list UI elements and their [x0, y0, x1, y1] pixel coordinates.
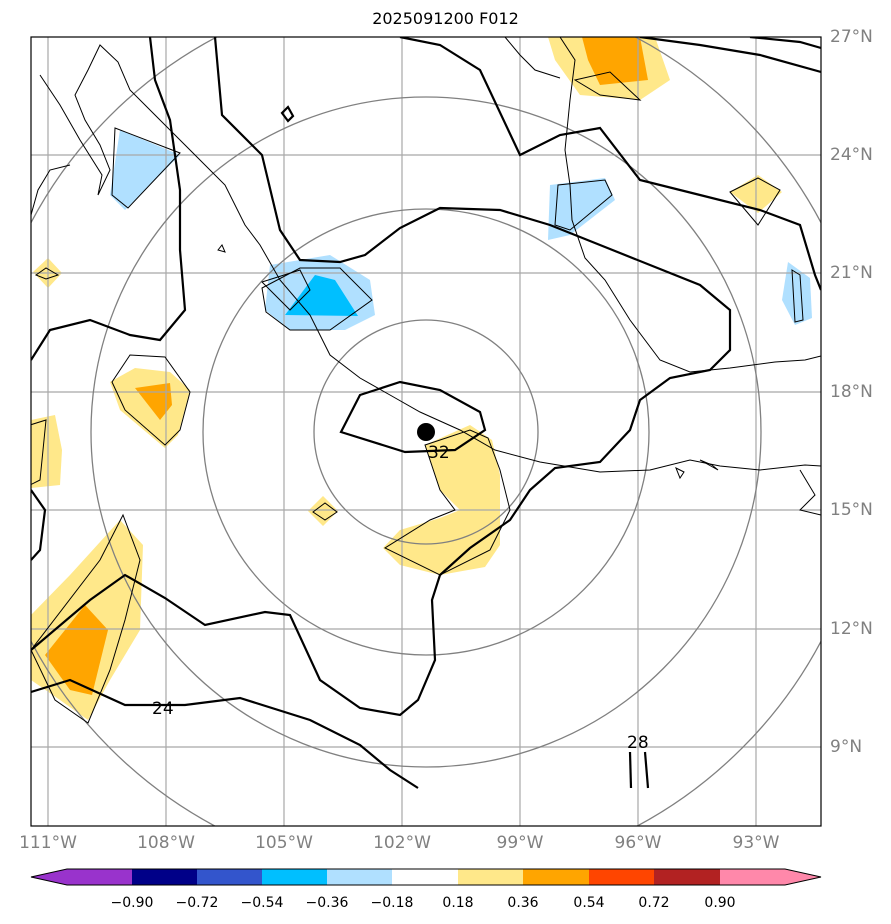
contour-label: 24 [152, 699, 174, 719]
neg-anomaly-patch [285, 275, 358, 316]
contour-label: 32 [428, 443, 450, 463]
lat-label: 15°N [830, 500, 873, 520]
coastline [31, 37, 821, 724]
colorbar-tick-label: −0.54 [240, 895, 284, 911]
colorbar-tick-label: −0.36 [305, 895, 349, 911]
pos-anomaly-patch [582, 37, 648, 85]
pos-anomaly-patch [110, 368, 190, 448]
lat-label: 27°N [830, 27, 873, 47]
lat-label: 24°N [830, 145, 873, 165]
isolines [31, 37, 821, 789]
colorbar-tick-label: 0.18 [442, 895, 474, 911]
lon-label: 93°W [732, 833, 780, 853]
colorbar-tick-label: 0.72 [638, 895, 670, 911]
colorbar [30, 868, 822, 886]
pos-anomaly-patch [308, 496, 338, 526]
contour-label: 28 [627, 733, 649, 753]
storm-center-marker [417, 423, 435, 441]
pos-anomaly-patch [383, 425, 500, 575]
pos-anomaly-patch [45, 605, 108, 695]
colorbar-tick-label: 0.36 [507, 895, 539, 911]
neg-anomaly-patch [548, 178, 615, 240]
lon-label: 102°W [373, 833, 431, 853]
lat-label: 12°N [830, 619, 873, 639]
colorbar-tick-label: −0.90 [110, 895, 154, 911]
pos-anomaly-patch [31, 415, 62, 488]
map-title: 2025091200 F012 [372, 9, 519, 28]
colorbar-tick-label: 0.54 [573, 895, 605, 911]
lon-label: 111°W [19, 833, 77, 853]
lon-label: 96°W [614, 833, 662, 853]
lat-label: 18°N [830, 382, 873, 402]
lon-label: 108°W [137, 833, 195, 853]
map-frame [30, 36, 822, 827]
shaded-fields [31, 37, 812, 720]
colorbar-tick-label: −0.18 [370, 895, 414, 911]
lon-label: 99°W [496, 833, 544, 853]
range-rings [31, 37, 821, 826]
colorbar-tick-label: 0.90 [704, 895, 736, 911]
neg-anomaly-patch [110, 130, 180, 210]
lat-label: 21°N [830, 263, 873, 283]
colorbar-tick-label: −0.72 [175, 895, 219, 911]
lon-label: 105°W [255, 833, 313, 853]
lat-label: 9°N [830, 737, 863, 757]
neg-anomaly-patch [782, 262, 812, 325]
